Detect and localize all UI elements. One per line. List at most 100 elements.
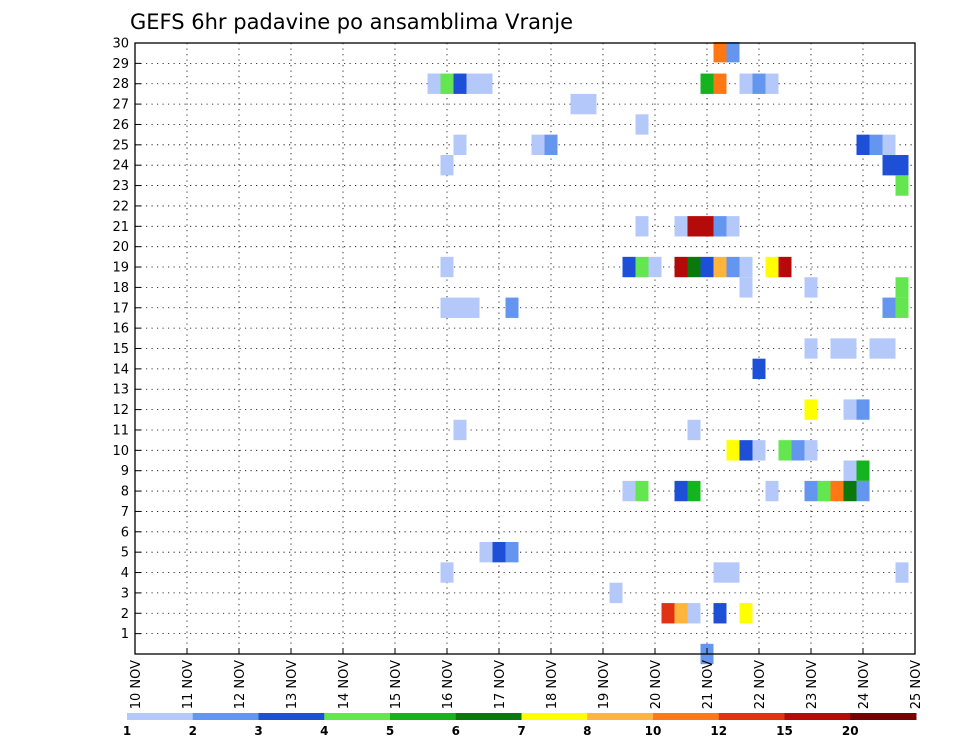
colorbar-label: 2 (189, 724, 197, 738)
colorbar-label: 7 (517, 724, 525, 738)
colorbar-label: 4 (320, 724, 328, 738)
precip-cell (544, 134, 558, 156)
colorbar-swatch (521, 713, 588, 720)
precip-cell (739, 603, 753, 624)
x-tick-label: 12 NOV (233, 660, 248, 709)
precip-cell (869, 134, 883, 156)
precip-cell (856, 399, 870, 420)
precip-cell (505, 541, 519, 563)
precip-cell (700, 216, 714, 237)
precip-cell (752, 358, 766, 380)
precip-cell (804, 480, 818, 502)
precip-cell (726, 440, 740, 461)
y-tick-label: 25 (112, 138, 129, 153)
y-tick-label: 23 (112, 179, 129, 194)
precip-cell (856, 134, 870, 156)
colorbar-swatch (390, 713, 457, 720)
precip-cell (804, 277, 818, 298)
precip-cell (453, 134, 467, 156)
x-tick-label: 23 NOV (805, 660, 820, 709)
colorbar-swatch (784, 713, 851, 720)
x-tick-label: 13 NOV (285, 660, 300, 709)
precip-cell (713, 73, 727, 94)
precip-cell (713, 216, 727, 237)
precip-cell (739, 73, 753, 94)
colorbar-swatch (258, 713, 325, 720)
precip-cell (687, 216, 701, 237)
precip-cell (466, 73, 480, 94)
colorbar-swatch (455, 713, 522, 720)
precip-cell (700, 256, 714, 278)
precip-cell (505, 297, 519, 318)
precip-cell (635, 216, 649, 237)
precip-cell (765, 480, 779, 502)
precip-cell (895, 175, 909, 196)
y-tick-label: 21 (112, 220, 129, 235)
y-tick-label: 26 (112, 118, 129, 133)
precip-cell (791, 440, 805, 461)
y-tick-label: 17 (112, 301, 129, 316)
precip-cell (479, 73, 493, 94)
y-tick-label: 24 (112, 159, 129, 174)
plot-frame (134, 42, 916, 655)
precip-cell (817, 480, 831, 502)
precip-cell (752, 440, 766, 461)
y-tick-label: 3 (121, 586, 129, 601)
precip-cell (674, 216, 688, 237)
precip-cell (882, 155, 896, 176)
colorbar-swatch (127, 713, 194, 720)
colorbar-label: 8 (583, 724, 591, 738)
y-tick-label: 30 (112, 37, 129, 52)
y-tick-label: 14 (112, 362, 129, 377)
precip-cell (479, 541, 493, 563)
y-tick-label: 11 (112, 423, 129, 438)
precip-cell (440, 256, 454, 278)
precip-cell (726, 216, 740, 237)
precip-cell (622, 256, 636, 278)
x-tick-label: 17 NOV (493, 660, 508, 709)
x-tick-label: 16 NOV (441, 660, 456, 709)
precip-cell (674, 256, 688, 278)
x-tick-label: 22 NOV (753, 660, 768, 709)
y-tick-label: 27 (112, 98, 129, 113)
colorbar-label: 15 (776, 724, 793, 738)
precip-cell (830, 480, 844, 502)
precip-cell (739, 277, 753, 298)
precip-cell (609, 582, 623, 604)
colorbar-label: 1 (123, 724, 131, 738)
colorbar-swatch (192, 713, 259, 720)
precip-cell (700, 73, 714, 94)
precip-cell (843, 460, 857, 481)
precip-cell (713, 603, 727, 624)
precip-cell (427, 73, 441, 94)
precip-cell (440, 297, 454, 318)
y-tick-label: 2 (121, 607, 129, 622)
precip-cell (687, 419, 701, 441)
precip-cell (687, 480, 701, 502)
precip-cell (583, 93, 597, 115)
x-tick-label: 14 NOV (337, 660, 352, 709)
x-tick-label: 24 NOV (857, 660, 872, 709)
precip-cell (713, 256, 727, 278)
gridlines (135, 43, 915, 654)
y-tick-label: 1 (121, 627, 129, 642)
colorbar-label: 20 (842, 724, 859, 738)
colorbar-label: 6 (452, 724, 460, 738)
precip-cell (895, 155, 909, 176)
y-tick-label: 29 (112, 57, 129, 72)
precip-cell (843, 338, 857, 359)
precip-cell (661, 603, 675, 624)
x-tick-label: 15 NOV (389, 660, 404, 709)
colorbar-label: 5 (386, 724, 394, 738)
chart-title: GEFS 6hr padavine po ansamblima Vranje (130, 10, 573, 34)
colorbar-legend: 1 2 3 4 5 6 7 8 10 12 15 20 (123, 713, 917, 738)
precip-cell (830, 338, 844, 359)
colorbar-swatch (850, 713, 917, 720)
precip-cell (635, 480, 649, 502)
y-axis: 1234567891011121314151617181920212223242… (112, 37, 141, 642)
x-tick-label: 21 NOV (701, 660, 716, 709)
x-axis: 10 NOV 11 NOV 12 NOV 13 NOV 14 NOV 15 NOV 16 N… (129, 648, 924, 709)
precip-cell (895, 297, 909, 318)
colorbar-label: 3 (254, 724, 262, 738)
